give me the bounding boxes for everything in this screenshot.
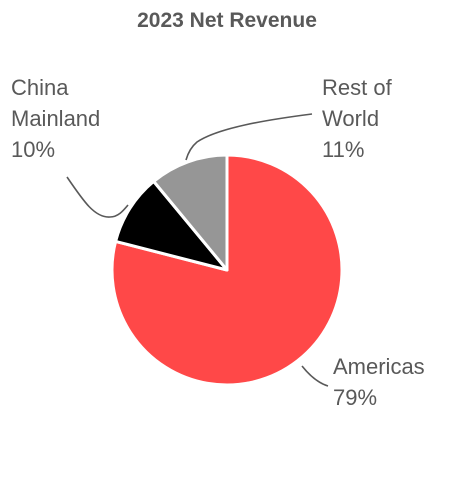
label-rest-of-world-value: 11% [322, 137, 364, 162]
pie-slice-americas [110, 153, 344, 387]
leader-line-americas [301, 365, 329, 387]
label-americas-name: Americas [333, 354, 425, 379]
label-rest-of-world-line1: Rest of [322, 75, 393, 100]
pie-slices [110, 153, 344, 387]
label-china-mainland-line2: Mainland [11, 106, 100, 131]
label-china-mainland-line1: China [11, 75, 69, 100]
leader-line-rest-of-world [185, 113, 313, 161]
label-rest-of-world: Rest of World 11% [322, 75, 398, 162]
label-rest-of-world-line2: World [322, 106, 379, 131]
pie-slice-rest-of-world [152, 153, 229, 272]
label-china-mainland-value: 10% [11, 137, 55, 162]
leader-line-china-mainland [66, 176, 129, 218]
label-americas-value: 79% [333, 385, 377, 410]
label-americas: Americas 79% [333, 354, 431, 410]
chart-title: 2023 Net Revenue [137, 9, 317, 32]
label-china-mainland: China Mainland 10% [11, 75, 106, 162]
